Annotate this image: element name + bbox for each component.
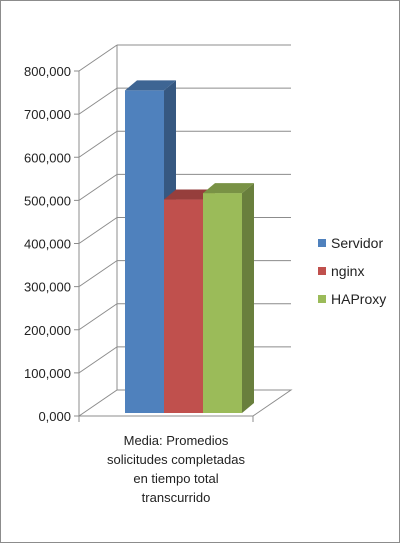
- y-tick-label: 300,000: [24, 280, 71, 295]
- category-label-line: solicitudes completadas: [107, 452, 246, 467]
- gridline-side: [78, 44, 118, 72]
- gridline-side: [78, 260, 118, 288]
- legend-label: Servidor: [331, 235, 383, 251]
- gridline-side: [78, 346, 118, 374]
- bar-haproxy: [203, 183, 254, 413]
- legend-swatch: [318, 295, 326, 303]
- y-axis: 0,000 100,000 200,000 300,000 400,000 500,000…: [24, 64, 254, 424]
- gridline-side: [78, 217, 118, 244]
- category-label-line: Media: Promedios: [124, 433, 229, 448]
- y-tick-label: 200,000: [24, 323, 71, 338]
- bar-top: [164, 189, 215, 200]
- bar-side: [242, 183, 254, 413]
- bar-front: [125, 90, 164, 414]
- legend-label: HAProxy: [331, 291, 386, 307]
- gridline-side: [78, 87, 118, 115]
- bars: [125, 80, 254, 414]
- legend-swatch: [318, 239, 326, 247]
- y-tick-label: 100,000: [24, 366, 71, 381]
- category-label-line: en tiempo total: [133, 471, 218, 486]
- legend-swatch: [318, 267, 326, 275]
- gridline-side: [78, 303, 118, 331]
- legend: Servidor nginx HAProxy: [318, 235, 386, 307]
- y-tick-label: 500,000: [24, 193, 71, 208]
- y-tick-label: 600,000: [24, 150, 71, 165]
- legend-label: nginx: [331, 263, 364, 279]
- bar-front: [203, 193, 242, 413]
- y-tick-label: 0,000: [38, 409, 71, 424]
- floor: [77, 389, 293, 417]
- bar-top: [203, 183, 254, 194]
- bar-top: [125, 80, 176, 91]
- y-tick-label: 800,000: [24, 64, 71, 79]
- y-tick-label: 400,000: [24, 237, 71, 252]
- gridline-side: [78, 130, 118, 158]
- category-label: Media: Promedios solicitudes completadas e…: [107, 433, 246, 505]
- gridline-side: [78, 173, 118, 201]
- y-tick-label: 700,000: [24, 107, 71, 122]
- category-label-line: transcurrido: [142, 490, 211, 505]
- bar-front: [164, 199, 203, 413]
